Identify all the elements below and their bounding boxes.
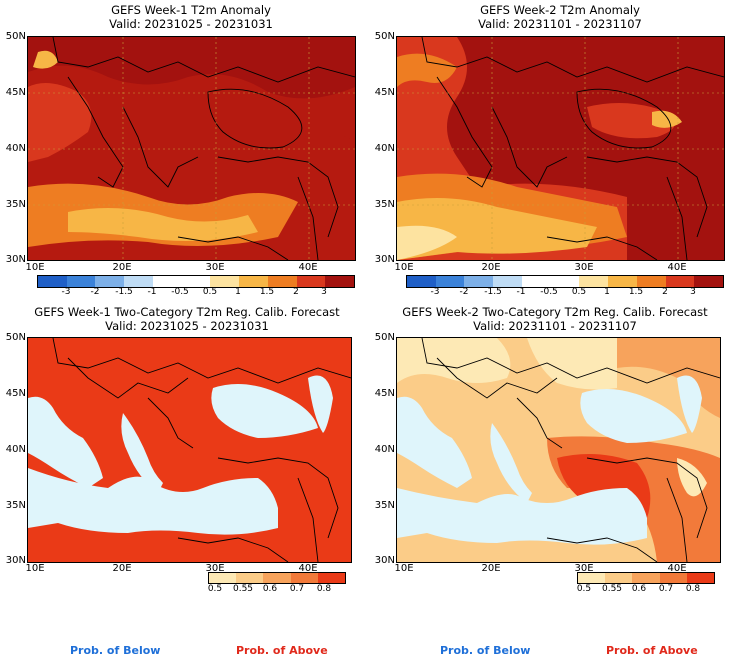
panel2-colorbar <box>406 275 724 288</box>
panel1-colorbar <box>37 275 355 288</box>
panel3-title: GEFS Week-1 Two-Category T2m Reg. Calib.… <box>4 305 370 333</box>
panel1-lon-20: 20E <box>112 262 132 273</box>
panel2-cbar-label: -0.5 <box>540 287 558 297</box>
panel1-valid-text: Valid: 20231025 - 20231031 <box>109 17 273 31</box>
panel1-lon-10: 10E <box>25 262 45 273</box>
panel3-cbar-label: 0.6 <box>262 584 278 594</box>
panel4-title: GEFS Week-2 Two-Category T2m Reg. Calib.… <box>372 305 738 333</box>
panel3-cbar-label: 0.5 <box>207 584 223 594</box>
panel4-lat-45: 45N <box>374 388 395 399</box>
panel4-lon-40: 40E <box>667 563 687 574</box>
panel3-title-text: GEFS Week-1 Two-Category T2m Reg. Calib.… <box>34 305 340 319</box>
panel3-cbar-label: 0.7 <box>289 584 305 594</box>
panel2-lon-30: 30E <box>574 262 594 273</box>
panel1-cbar-label: 0.5 <box>202 287 218 297</box>
panel4-borders <box>421 338 720 562</box>
panel3-lon-30: 30E <box>205 563 225 574</box>
panel2-cbar-label: 1 <box>604 287 610 297</box>
panel2-lon-20: 20E <box>481 262 501 273</box>
panel4-cbar-label: 0.8 <box>685 584 701 594</box>
panel3-lon-20: 20E <box>112 563 132 574</box>
panel1-cbar-label: -1.5 <box>115 287 133 297</box>
panel1-cbar-label: -1 <box>147 287 157 297</box>
panel3-lat-45: 45N <box>5 388 26 399</box>
panel4-lon-10: 10E <box>394 563 414 574</box>
panel2-lat-30: 30N <box>374 254 395 265</box>
panel2-map <box>396 36 725 261</box>
panel2-lat-45: 45N <box>374 87 395 98</box>
panel4-cbar-label: 0.5 <box>576 584 592 594</box>
panel3-lat-35: 35N <box>5 500 26 511</box>
panel4-lon-30: 30E <box>574 563 594 574</box>
panel3-lat-40: 40N <box>5 444 26 455</box>
panel2-cbar-label: 0.5 <box>571 287 587 297</box>
panel3-lat-30: 30N <box>5 555 26 566</box>
panel3-cbar-label: 0.55 <box>232 584 254 594</box>
panel4-map <box>396 337 721 563</box>
panel3-colorbar <box>208 572 346 584</box>
panel1-cbar-label: -2 <box>90 287 100 297</box>
panel1-cbar-label: 1.5 <box>259 287 275 297</box>
panel3-lon-40: 40E <box>298 563 318 574</box>
panel3-lat-50: 50N <box>5 332 26 343</box>
panel2-title-text: GEFS Week-2 T2m Anomaly <box>480 3 640 17</box>
panel4-valid-text: Valid: 20231101 - 20231107 <box>473 319 637 333</box>
panel4-lon-20: 20E <box>481 563 501 574</box>
panel2-cbar-label: -3 <box>430 287 440 297</box>
panel2-lon-10: 10E <box>394 262 414 273</box>
footer-above-left: Prob. of Above <box>236 644 328 657</box>
panel2-cbar-label: -1 <box>516 287 526 297</box>
panel2-lat-35: 35N <box>374 199 395 210</box>
panel1-title: GEFS Week-1 T2m Anomaly Valid: 20231025 … <box>27 3 355 31</box>
panel1-lon-40: 40E <box>298 262 318 273</box>
panel4-cbar-label: 0.7 <box>658 584 674 594</box>
panel2-cbar-label: 2 <box>662 287 668 297</box>
panel1-borders <box>28 37 355 260</box>
footer-above-right: Prob. of Above <box>606 644 698 657</box>
panel4-lat-40: 40N <box>374 444 395 455</box>
panel1-cbar-label: -3 <box>61 287 71 297</box>
panel1-cbar-label: 3 <box>321 287 327 297</box>
panel4-colorbar <box>577 572 715 584</box>
panel1-lat-50: 50N <box>5 31 26 42</box>
panel4-title-text: GEFS Week-2 Two-Category T2m Reg. Calib.… <box>402 305 708 319</box>
panel2-cbar-label: 3 <box>690 287 696 297</box>
footer-below-right: Prob. of Below <box>440 644 531 657</box>
panel1-title-text: GEFS Week-1 T2m Anomaly <box>111 3 271 17</box>
panel1-lat-35: 35N <box>5 199 26 210</box>
panel3-lon-10: 10E <box>25 563 45 574</box>
panel3-map <box>27 337 352 563</box>
panel2-cbar-label: -2 <box>459 287 469 297</box>
panel2-lat-40: 40N <box>374 143 395 154</box>
panel2-title: GEFS Week-2 T2m Anomaly Valid: 20231101 … <box>396 3 724 31</box>
panel4-cbar-label: 0.55 <box>601 584 623 594</box>
panel1-lat-45: 45N <box>5 87 26 98</box>
panel4-cbar-label: 0.6 <box>631 584 647 594</box>
panel1-lat-30: 30N <box>5 254 26 265</box>
panel2-lon-40: 40E <box>667 262 687 273</box>
panel2-lat-50: 50N <box>374 31 395 42</box>
panel3-valid-text: Valid: 20231025 - 20231031 <box>105 319 269 333</box>
panel4-lat-50: 50N <box>374 332 395 343</box>
panel2-borders <box>397 37 724 260</box>
panel3-cbar-label: 0.8 <box>316 584 332 594</box>
footer-below-left: Prob. of Below <box>70 644 161 657</box>
panel1-lon-30: 30E <box>205 262 225 273</box>
panel2-cbar-label: -1.5 <box>484 287 502 297</box>
panel4-lat-30: 30N <box>374 555 395 566</box>
panel1-cbar-label: 1 <box>235 287 241 297</box>
panel1-lat-40: 40N <box>5 143 26 154</box>
panel2-cbar-label: 1.5 <box>628 287 644 297</box>
panel2-valid-text: Valid: 20231101 - 20231107 <box>478 17 642 31</box>
panel3-borders <box>52 338 351 562</box>
panel1-map <box>27 36 356 261</box>
panel4-lat-35: 35N <box>374 500 395 511</box>
panel1-cbar-label: -0.5 <box>171 287 189 297</box>
panel1-cbar-label: 2 <box>293 287 299 297</box>
